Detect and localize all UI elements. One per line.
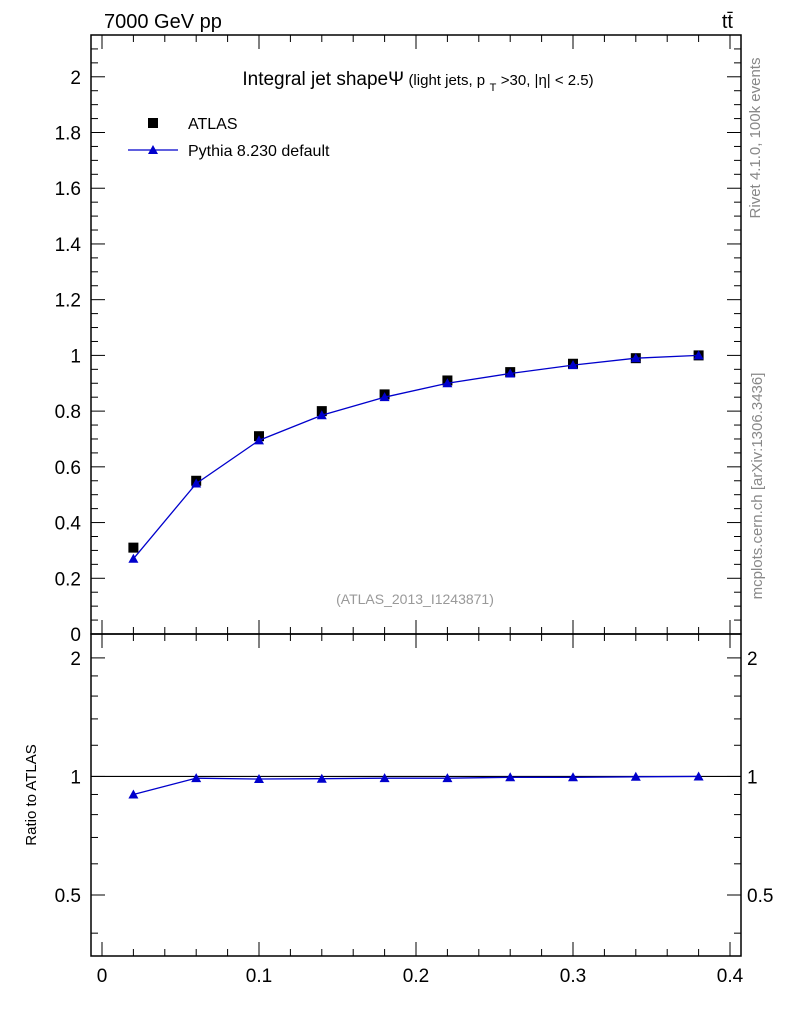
pythia-point bbox=[128, 553, 139, 563]
pythia-point bbox=[442, 378, 453, 388]
rivet-label: Rivet 4.1.0, 100k events bbox=[747, 58, 764, 219]
ratio-frame bbox=[90, 633, 742, 957]
ratio-ylabel: Ratio to ATLAS bbox=[23, 744, 40, 845]
legend-atlas-marker bbox=[148, 118, 158, 128]
legend-pythia-marker bbox=[148, 145, 158, 154]
ratio-xtick-label: 0 bbox=[97, 966, 108, 987]
main-ytick-label: 1 bbox=[70, 346, 81, 367]
ratio-ytick-label-right: 2 bbox=[747, 649, 758, 670]
ratio-pythia-point bbox=[442, 773, 453, 783]
pythia-point bbox=[253, 435, 264, 445]
ratio-xtick-label: 0.1 bbox=[246, 966, 272, 987]
ratio-ytick-label-right: 1 bbox=[747, 767, 758, 788]
analysis-label: (ATLAS_2013_I1243871) bbox=[336, 591, 494, 607]
pythia-point bbox=[693, 350, 704, 360]
main-title-cuts-subscript: T bbox=[490, 82, 497, 94]
process-label: tt̄ bbox=[722, 11, 734, 33]
main-ytick-label: 1.6 bbox=[55, 179, 81, 200]
ratio-ytick-label-left: 2 bbox=[70, 649, 81, 670]
main-ytick-label: 1.4 bbox=[55, 235, 82, 256]
ratio-xtick-label: 0.4 bbox=[717, 966, 744, 987]
main-plot: 0 0.2 0.4 0.6 0.8 1 1.2 1.4 1.6 1.8 2 bbox=[55, 34, 742, 646]
pythia-point bbox=[191, 478, 202, 488]
ratio-xtick-label: 0.3 bbox=[560, 966, 586, 987]
pythia-line bbox=[132, 354, 699, 560]
atlas-point bbox=[128, 542, 139, 553]
legend-atlas-label: ATLAS bbox=[188, 116, 238, 133]
ratio-ytick-label-left: 0.5 bbox=[55, 886, 81, 907]
source-label: mcplots.cern.ch [arXiv:1306.3436] bbox=[749, 373, 766, 600]
ratio-pythia-point bbox=[253, 774, 264, 784]
main-ytick-label: 0.6 bbox=[55, 458, 81, 479]
energy-label: 7000 GeV pp bbox=[104, 11, 222, 33]
ratio-plot: 0 0.1 0.2 0.3 0.4 0.5 0.5 1 1 2 2 bbox=[55, 633, 773, 987]
pythia-point bbox=[568, 360, 579, 370]
ratio-pythia-point bbox=[693, 771, 704, 781]
main-title-cuts-suffix: >30, |η| < 2.5) bbox=[501, 72, 594, 89]
main-ytick-label: 0 bbox=[70, 625, 81, 646]
pythia-point bbox=[630, 353, 641, 363]
pythia-point bbox=[316, 410, 327, 420]
main-ytick-label: 0.2 bbox=[55, 569, 81, 590]
main-title: Integral jet shapeΨ (light jets, p T >30… bbox=[242, 69, 593, 95]
ratio-pythia-point bbox=[568, 772, 579, 782]
ratio-xtick-label: 0.2 bbox=[403, 966, 429, 987]
main-title-cuts-prefix: (light jets, p bbox=[408, 72, 485, 89]
ratio-pythia-point bbox=[505, 772, 516, 782]
ratio-pythia-point bbox=[128, 789, 139, 799]
ratio-pythia-line bbox=[133, 775, 699, 796]
ratio-ytick-label-left: 1 bbox=[70, 767, 81, 788]
pythia-point bbox=[379, 392, 390, 402]
main-ytick-label: 1.8 bbox=[55, 124, 81, 145]
main-title-text: Integral jet shapeΨ bbox=[242, 69, 404, 90]
ratio-ytick-label-right: 0.5 bbox=[747, 886, 773, 907]
ratio-pythia-point bbox=[379, 773, 390, 783]
ratio-pythia-point bbox=[630, 771, 641, 781]
ratio-pythia-point bbox=[316, 773, 327, 783]
main-ytick-label: 1.2 bbox=[55, 291, 81, 312]
ratio-pythia-point bbox=[191, 773, 202, 783]
main-ytick-label: 0.4 bbox=[55, 514, 82, 535]
main-ytick-label: 0.8 bbox=[55, 402, 81, 423]
main-ytick-label: 2 bbox=[70, 68, 81, 89]
legend: ATLAS Pythia 8.230 default bbox=[128, 116, 330, 160]
pythia-point bbox=[505, 368, 516, 378]
legend-pythia-label: Pythia 8.230 default bbox=[188, 143, 330, 160]
